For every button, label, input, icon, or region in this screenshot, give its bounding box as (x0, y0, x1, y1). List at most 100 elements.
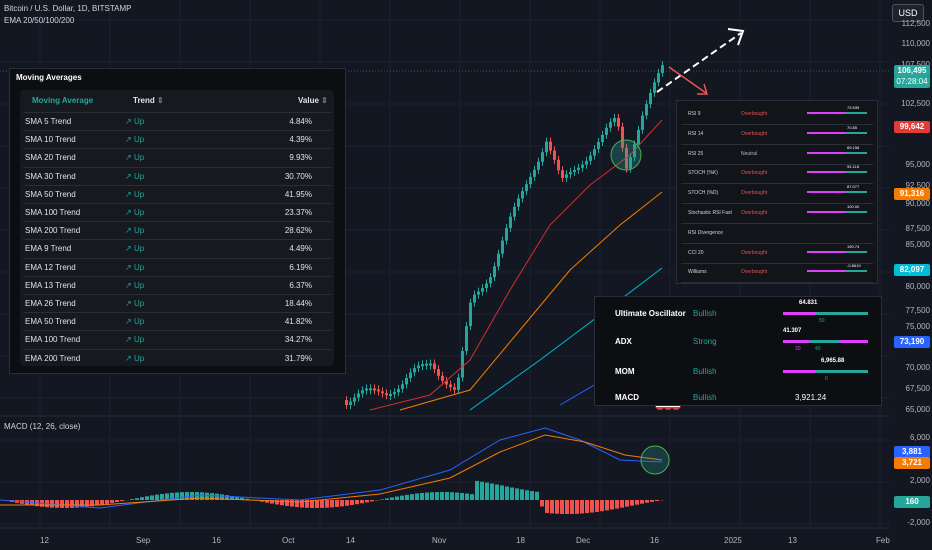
ma-value: 23.37% (284, 208, 312, 217)
trend-up-icon: ↗ (125, 317, 132, 327)
price-axis-label: 90,000 (905, 199, 930, 208)
oscillator-name: STOCH (%K) (688, 170, 718, 177)
time-axis-label: 13 (788, 536, 797, 545)
macd-axis-6000: 6,000 (909, 433, 930, 442)
trend-up-icon: ↗ (125, 299, 132, 308)
oscillator-bar-fill (845, 191, 867, 194)
candle (365, 388, 368, 391)
candle (549, 141, 552, 151)
oscillator-value: 69.158 (847, 144, 860, 150)
oscillator-row: RSI Divergence (677, 222, 877, 244)
candle (497, 253, 500, 267)
trend-value: 41.307 (783, 328, 802, 334)
candle (657, 73, 660, 83)
trend-cell: ↗ Up (125, 208, 144, 217)
col-moving-average[interactable]: Moving Average (32, 96, 94, 105)
trend-text: Up (133, 208, 145, 217)
oscillator-name: STOCH (%D) (688, 190, 719, 197)
candle (377, 389, 380, 392)
trend-text: Up (133, 335, 145, 345)
trend-up-icon: ↗ (125, 335, 132, 345)
ma-row: SMA 100 Trend ↗ Up 23.37% (20, 203, 334, 221)
trend-status: Bullish (693, 309, 717, 318)
oscillator-name: Williams (688, 269, 707, 276)
oscillator-bar-fill (845, 250, 867, 253)
candle (425, 363, 428, 366)
candle (405, 378, 408, 385)
countdown-tag: 07:28:04 (894, 76, 930, 88)
ma-value: 4.49% (289, 244, 312, 254)
trend-cell: ↗ Up (125, 299, 144, 308)
oscillator-status: Overbought (741, 130, 768, 137)
time-axis-label: Feb (876, 536, 890, 545)
currency-button[interactable]: USD (892, 4, 924, 22)
ma-row: SMA 10 Trend ↗ Up 4.39% (20, 130, 334, 148)
trend-status: Bullish (693, 367, 717, 376)
oscillator-value: -0.8619 (847, 263, 861, 269)
oscillator-status: Overbought (741, 269, 768, 276)
trend-cell: ↗ Up (125, 281, 144, 290)
price-axis-label: 112,500 (901, 19, 930, 28)
candle (437, 369, 440, 376)
price-axis-label: 92,500 (905, 181, 930, 190)
ma-value: 18.44% (284, 299, 312, 308)
oscillator-row: STOCH (%K) Overbought 94.118 (677, 162, 877, 185)
symbol-title[interactable]: Bitcoin / U.S. Dollar, 1D, BITSTAMP (4, 4, 132, 13)
ma-row: SMA 5 Trend ↗ Up 4.84% (20, 112, 334, 130)
time-axis-label: Nov (432, 536, 447, 545)
trend-text: Up (133, 153, 145, 163)
price-axis-label: 87,500 (905, 224, 930, 233)
candle (345, 400, 348, 405)
trend-cell: ↗ Up (125, 153, 144, 162)
candle (417, 365, 420, 369)
ma-row: EMA 200 Trend ↗ Up 31.79% (20, 348, 334, 367)
trend-row: Ultimate Oscillator Bullish 64.831 50 (595, 299, 881, 325)
oscillator-status: Overbought (741, 170, 768, 177)
candle (369, 388, 372, 391)
macd-label[interactable]: MACD (12, 26, close) (4, 422, 81, 431)
time-axis-label: 18 (516, 536, 525, 545)
candle (637, 129, 640, 145)
trend-text: Up (133, 244, 145, 254)
col-value[interactable]: Value ⇕ (298, 96, 328, 105)
trend-status: Bullish (693, 393, 717, 402)
oscillator-name: RSI Divergence (688, 229, 724, 236)
candle (621, 126, 624, 148)
oscillator-row: RSI 14 Overbought 70.85 (677, 123, 877, 145)
candle (557, 159, 560, 171)
trend-text: Up (133, 171, 145, 181)
scale-low: 20 (795, 346, 801, 352)
ma-name: SMA 10 Trend (25, 135, 76, 145)
candle (593, 149, 596, 156)
candle (457, 377, 460, 390)
ma-row: EMA 100 Trend ↗ Up 34.27% (20, 330, 334, 348)
oscillator-name: CCI 20 (688, 249, 704, 256)
oscillator-bar-fill (845, 171, 867, 174)
trend-text: Up (133, 226, 145, 236)
red-arrow (668, 66, 707, 94)
candle (525, 184, 528, 192)
candle (349, 401, 352, 405)
candle (421, 364, 424, 367)
price-axis-label: 107,500 (890, 60, 930, 69)
oscillator-bar-fill (845, 131, 867, 134)
candle (357, 393, 360, 398)
ma-row: EMA 26 Trend ↗ Up 18.44% (20, 294, 334, 312)
ema20-tag: 99,642 (894, 121, 930, 133)
candle (493, 266, 496, 278)
oscillator-status: Overbought (741, 249, 768, 256)
candle (649, 92, 652, 105)
ema200-tag: 73,190 (894, 336, 930, 348)
candle (585, 160, 588, 165)
candle (577, 167, 580, 170)
oscillator-value: 94.118 (847, 164, 859, 170)
trend-text: Up (133, 299, 145, 308)
ma-row: EMA 50 Trend ↗ Up 41.82% (20, 312, 334, 330)
col-trend[interactable]: Trend ⇕ (133, 96, 164, 105)
candle (529, 176, 532, 185)
oscillator-value: 87.077 (847, 184, 860, 190)
ma-value: 28.62% (284, 226, 312, 236)
indicator-label[interactable]: EMA 20/50/100/200 (4, 16, 75, 25)
candle (541, 152, 544, 162)
candle (517, 198, 520, 207)
